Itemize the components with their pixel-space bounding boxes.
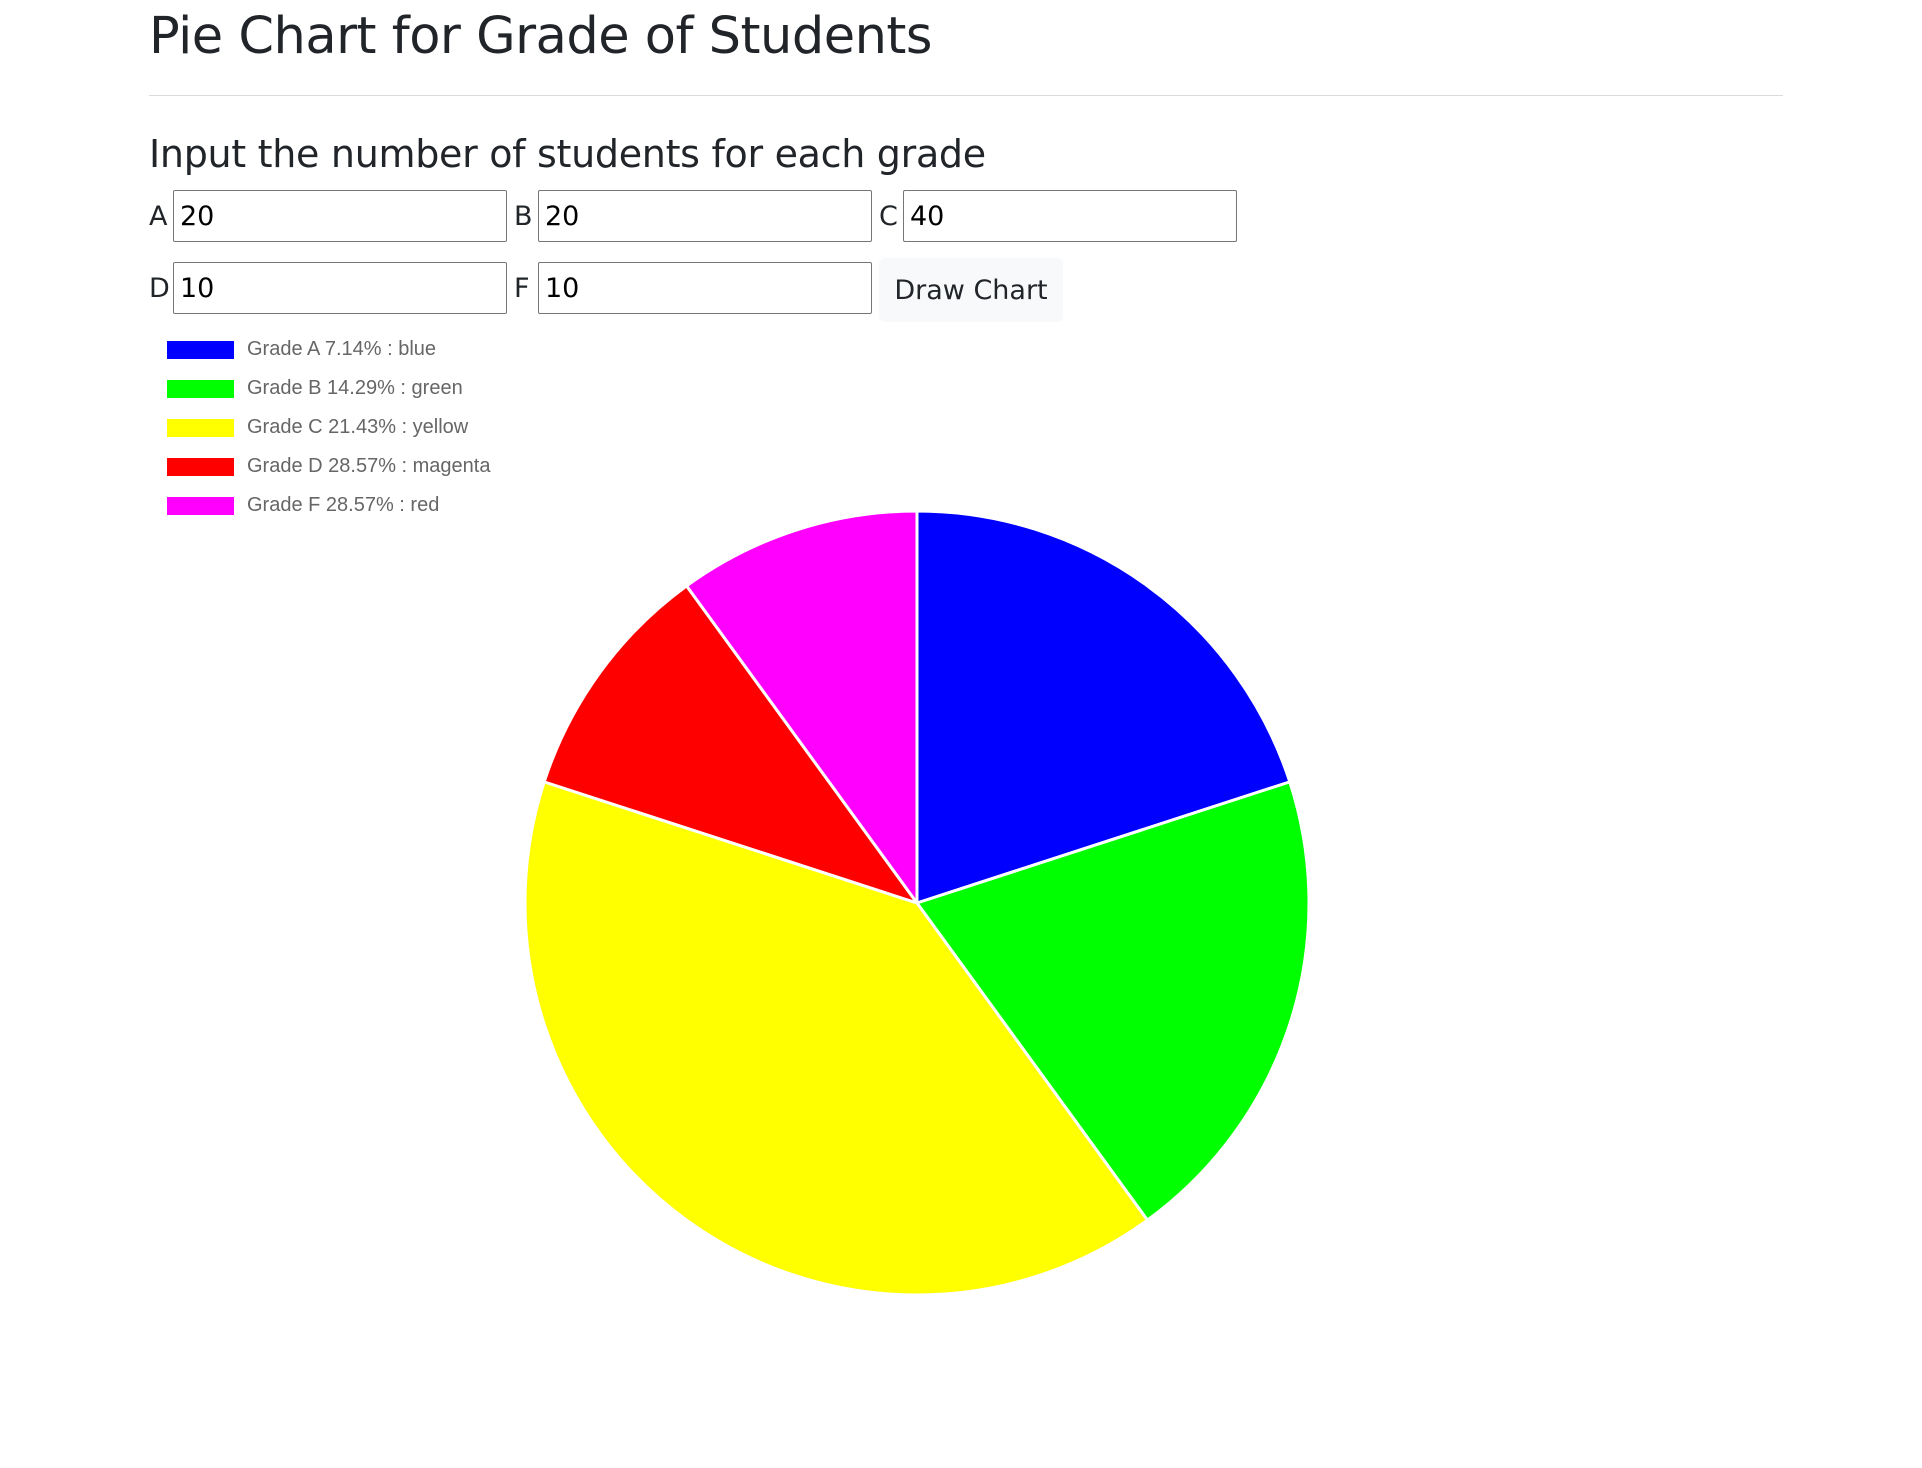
legend-label-c: Grade C 21.43% : yellow — [247, 416, 469, 438]
legend-label-a: Grade A 7.14% : blue — [247, 338, 437, 360]
grade-b-label: B — [514, 200, 533, 232]
pie-slice-a — [915, 509, 1292, 905]
grade-d-input[interactable] — [173, 262, 507, 314]
title-divider — [149, 95, 1783, 96]
grade-f-input[interactable] — [538, 262, 872, 314]
legend-item-b: Grade B 14.29% : green — [167, 369, 490, 408]
legend-label-d: Grade D 28.57% : magenta — [247, 455, 491, 477]
legend-swatch-a — [167, 340, 234, 359]
legend-item-f: Grade F 28.57% : red — [167, 486, 490, 525]
input-row-1: A B C — [149, 190, 1244, 242]
page-title: Pie Chart for Grade of Students — [149, 7, 933, 66]
legend-item-c: Grade C 21.43% : yellow — [167, 408, 490, 447]
grade-b-input[interactable] — [538, 190, 872, 242]
grade-a-label: A — [149, 200, 168, 232]
legend-item-a: Grade A 7.14% : blue — [167, 330, 490, 369]
grade-c-input[interactable] — [903, 190, 1237, 242]
legend-swatch-c — [167, 418, 234, 437]
input-row-2: D F Draw Chart — [149, 254, 1063, 322]
grade-f-label: F — [514, 272, 530, 304]
legend-swatch-f — [167, 496, 234, 515]
grade-a-input[interactable] — [173, 190, 507, 242]
page-subtitle: Input the number of students for each gr… — [149, 132, 986, 176]
grade-c-label: C — [879, 200, 898, 232]
grade-d-label: D — [149, 272, 170, 304]
chart-legend: Grade A 7.14% : blue Grade B 14.29% : gr… — [167, 330, 490, 525]
pie-slice-f — [685, 509, 919, 905]
legend-label-b: Grade B 14.29% : green — [247, 377, 463, 399]
legend-item-d: Grade D 28.57% : magenta — [167, 447, 490, 486]
pie-slice-c — [523, 780, 1149, 1297]
legend-swatch-b — [167, 379, 234, 398]
pie-slice-b — [915, 780, 1311, 1222]
draw-chart-button[interactable]: Draw Chart — [879, 258, 1063, 322]
pie-slice-d — [542, 584, 919, 905]
legend-swatch-d — [167, 457, 234, 476]
legend-label-f: Grade F 28.57% : red — [247, 494, 440, 516]
